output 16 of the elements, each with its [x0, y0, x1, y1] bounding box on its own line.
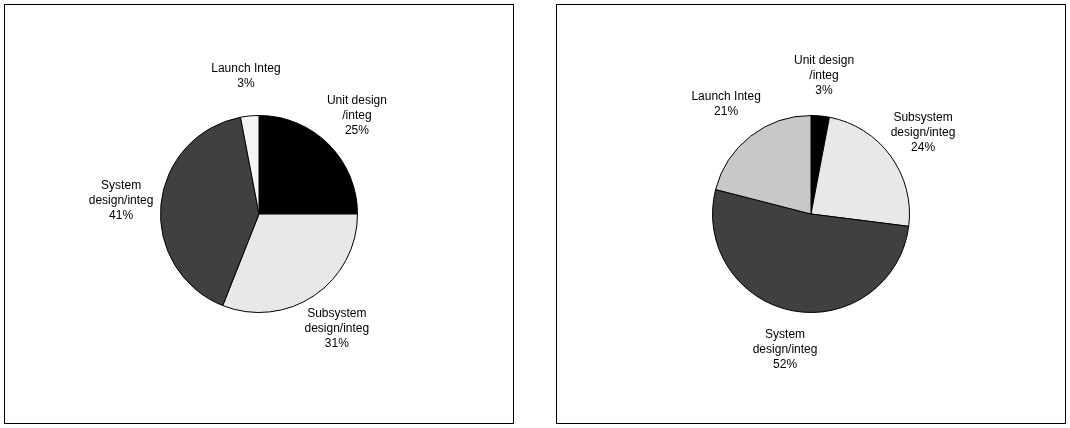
data-label: 3%	[815, 83, 834, 98]
data-label: 3%	[237, 75, 255, 90]
data-label: 24%	[911, 139, 936, 154]
slice-label: Launch Integ	[691, 89, 761, 104]
data-label: 21%	[714, 104, 739, 119]
slice-label: System design/integ	[752, 327, 818, 357]
data-label: 31%	[324, 335, 350, 350]
slice-label: System design/integ	[88, 178, 154, 208]
slice-label: Subsystem design/integ	[890, 109, 956, 139]
data-label: 52%	[773, 357, 798, 372]
slice-label: Unit design /integ	[794, 53, 855, 83]
slice-label: Subsystem design/integ	[304, 305, 370, 335]
data-label: 41%	[109, 208, 134, 223]
slice-label: Launch Integ	[211, 60, 281, 75]
data-label: 25%	[344, 123, 370, 138]
slice-label: Unit design /integ	[326, 93, 387, 123]
